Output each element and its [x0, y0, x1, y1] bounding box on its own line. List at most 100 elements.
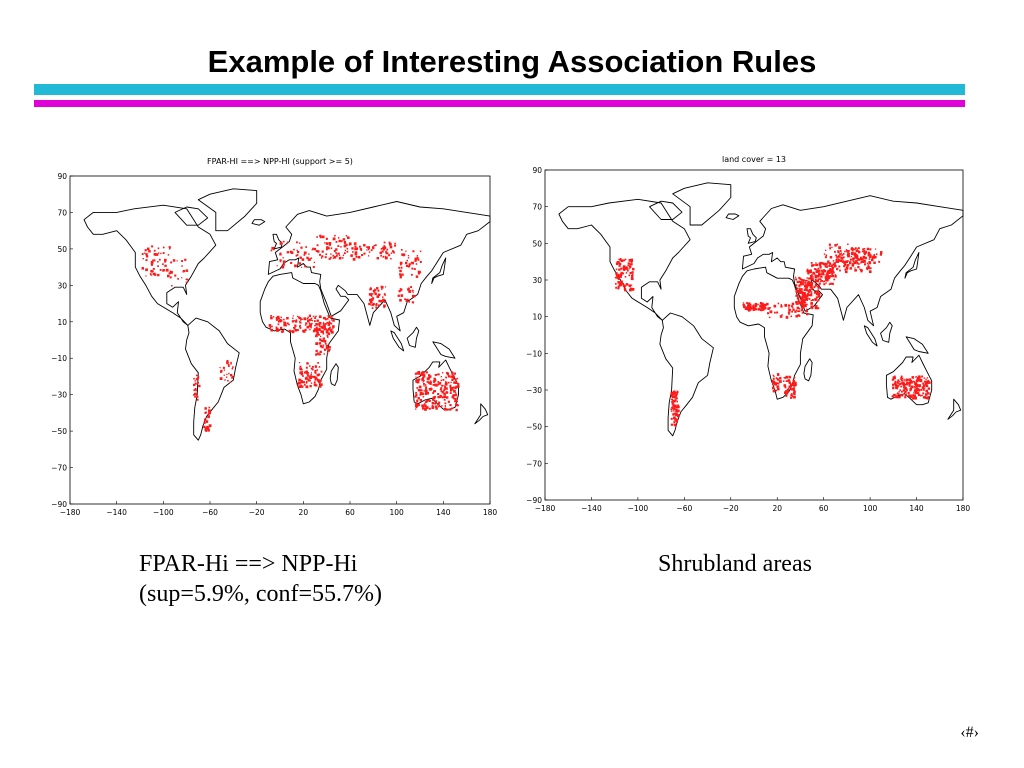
- highlight-cell: [866, 262, 869, 264]
- highlight-cell: [800, 302, 803, 305]
- highlight-cell: [827, 260, 830, 263]
- highlight-cell: [852, 258, 854, 261]
- highlight-cell: [228, 365, 230, 367]
- highlight-cell: [372, 298, 374, 301]
- highlight-cell: [300, 318, 303, 320]
- highlight-cell: [269, 324, 272, 326]
- highlight-cell: [406, 259, 408, 262]
- highlight-cell: [326, 352, 329, 354]
- highlight-cell: [676, 393, 678, 395]
- highlight-cell: [168, 246, 170, 248]
- highlight-cell: [837, 255, 840, 257]
- coastline-sumatra: [863, 325, 878, 347]
- highlight-cell: [327, 336, 329, 338]
- highlight-cell: [762, 308, 765, 311]
- highlight-cell: [835, 260, 838, 263]
- highlight-cell: [318, 324, 321, 326]
- highlight-cell: [425, 389, 428, 393]
- highlight-cell: [767, 312, 770, 315]
- highlight-cell: [903, 392, 905, 394]
- highlight-cell: [383, 306, 385, 309]
- highlight-cell: [300, 246, 303, 249]
- highlight-cell: [846, 253, 850, 256]
- coastline-eurasia: [741, 195, 964, 327]
- highlight-cell: [839, 259, 843, 262]
- x-tick-label: 180: [483, 508, 498, 517]
- highlight-cell: [837, 258, 840, 261]
- highlight-cell: [321, 327, 324, 329]
- highlight-cell: [625, 272, 628, 274]
- highlight-cell: [828, 277, 831, 279]
- highlight-cell: [927, 392, 930, 395]
- highlight-cell: [325, 237, 328, 240]
- highlight-cell: [780, 305, 783, 308]
- highlight-cell: [752, 306, 756, 310]
- highlight-cell: [298, 316, 301, 319]
- highlight-cell: [793, 377, 796, 379]
- coastline-borneo: [406, 326, 420, 348]
- highlight-cell: [772, 375, 775, 377]
- highlight-cell: [818, 273, 821, 276]
- highlight-cell: [914, 382, 917, 385]
- highlight-cell: [378, 304, 380, 307]
- highlight-cell: [797, 290, 800, 293]
- highlight-cell: [428, 376, 430, 378]
- highlight-cell: [816, 274, 820, 278]
- highlight-cell: [426, 381, 429, 383]
- highlight-cell: [275, 326, 277, 328]
- highlight-cell: [891, 395, 894, 398]
- highlight-cell: [316, 379, 320, 382]
- highlight-cell: [315, 342, 319, 345]
- highlight-cell: [174, 274, 177, 277]
- highlight-cell: [824, 262, 827, 265]
- highlight-cell: [810, 299, 813, 302]
- highlight-cell: [619, 283, 623, 286]
- highlight-cell: [225, 376, 228, 378]
- highlight-cell: [386, 256, 388, 259]
- highlight-cell: [454, 386, 457, 390]
- highlight-cell: [207, 427, 210, 430]
- highlight-cell: [446, 396, 449, 399]
- highlight-cell: [273, 248, 275, 251]
- highlight-cell: [800, 296, 804, 300]
- highlight-cell: [677, 409, 680, 413]
- highlight-cell: [853, 257, 855, 260]
- highlight-cell: [290, 250, 293, 254]
- highlight-cell: [819, 280, 822, 283]
- highlight-cell: [777, 385, 780, 388]
- highlight-cell: [351, 247, 354, 250]
- highlight-cell: [368, 302, 371, 306]
- highlight-cell: [407, 288, 410, 291]
- highlight-cell: [810, 292, 813, 295]
- highlight-cell: [376, 295, 380, 298]
- highlight-cell: [848, 252, 851, 255]
- highlight-cell: [194, 396, 196, 398]
- highlight-cell: [796, 297, 800, 300]
- highlight-cell: [408, 301, 410, 303]
- highlight-cell: [150, 274, 152, 276]
- highlight-cell: [829, 256, 833, 259]
- highlight-cell: [814, 280, 817, 283]
- highlight-cell: [392, 251, 395, 254]
- highlight-cell: [388, 254, 391, 257]
- highlight-cell: [629, 263, 632, 265]
- highlight-cell: [318, 385, 322, 388]
- highlight-cell: [157, 273, 160, 277]
- highlight-cell: [385, 255, 387, 257]
- highlight-cell: [615, 272, 618, 275]
- highlight-cell: [205, 420, 209, 423]
- highlight-cell: [294, 329, 298, 332]
- highlight-cell: [310, 382, 313, 384]
- highlight-cell: [454, 378, 457, 381]
- highlight-cell: [907, 392, 910, 395]
- highlight-cell: [171, 285, 173, 287]
- highlight-cell: [775, 377, 778, 380]
- highlight-cell: [857, 248, 859, 250]
- highlight-cell: [306, 372, 309, 375]
- highlight-cell: [892, 377, 895, 380]
- highlight-cell: [204, 407, 207, 410]
- highlight-cell: [861, 258, 864, 261]
- highlight-cell: [843, 263, 846, 266]
- highlight-cell: [852, 248, 855, 250]
- highlight-cell: [284, 321, 286, 324]
